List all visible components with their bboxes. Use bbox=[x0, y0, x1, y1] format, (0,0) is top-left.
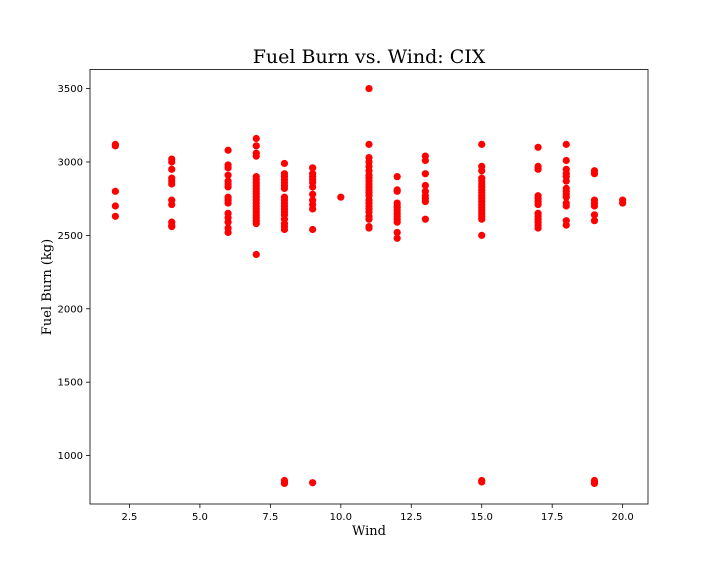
scatter-point bbox=[252, 152, 260, 160]
y-tick-label: 3500 bbox=[58, 84, 83, 95]
scatter-point bbox=[590, 202, 599, 210]
scatter-point bbox=[365, 215, 373, 223]
x-tick-label: 12.5 bbox=[400, 512, 422, 523]
x-tick-label: 7.5 bbox=[262, 512, 278, 523]
data-points bbox=[111, 84, 627, 488]
scatter-point bbox=[393, 187, 401, 195]
scatter-point bbox=[421, 170, 429, 178]
scatter-point bbox=[393, 228, 401, 237]
scatter-point bbox=[365, 224, 373, 232]
scatter-point bbox=[111, 142, 119, 150]
scatter-point bbox=[309, 205, 317, 213]
scatter-point bbox=[309, 225, 317, 234]
x-tick-label: 15.0 bbox=[471, 512, 493, 523]
scatter-point bbox=[224, 199, 232, 207]
y-tick-label: 2500 bbox=[58, 231, 83, 242]
x-tick-label: 20.0 bbox=[612, 512, 634, 523]
scatter-point bbox=[309, 183, 317, 191]
scatter-point bbox=[168, 222, 176, 231]
scatter-point bbox=[111, 187, 119, 195]
scatter-point bbox=[224, 228, 232, 237]
scatter-point bbox=[337, 193, 345, 201]
y-tick-label: 1000 bbox=[58, 451, 83, 462]
scatter-point bbox=[562, 156, 570, 165]
scatter-point bbox=[562, 193, 570, 201]
scatter-point bbox=[393, 173, 401, 181]
scatter-point bbox=[421, 181, 429, 190]
y-tick-label: 2000 bbox=[58, 304, 83, 315]
scatter-point bbox=[280, 225, 289, 234]
scatter-point bbox=[224, 164, 232, 172]
scatter-point bbox=[309, 164, 317, 172]
x-tick-label: 17.5 bbox=[541, 512, 563, 523]
chart-title: Fuel Burn vs. Wind: CIX bbox=[253, 46, 486, 68]
scatter-point bbox=[590, 170, 599, 178]
scatter-point bbox=[393, 234, 401, 242]
scatter-point bbox=[534, 224, 542, 232]
scatter-point bbox=[562, 140, 570, 148]
y-tick-label: 3000 bbox=[58, 157, 83, 168]
scatter-point bbox=[478, 215, 486, 223]
scatter-point bbox=[590, 211, 599, 219]
scatter-point bbox=[168, 165, 176, 173]
scatter-point bbox=[590, 217, 599, 225]
scatter-point bbox=[478, 167, 486, 175]
scatter-point bbox=[562, 221, 570, 229]
scatter-point bbox=[252, 220, 260, 228]
scatter-point bbox=[280, 159, 289, 168]
x-axis: 2.5 5.0 7.5 10.0 12.5 15.0 17.5 20.0 bbox=[122, 504, 634, 523]
x-axis-label: Wind bbox=[352, 524, 386, 539]
scatter-point bbox=[224, 146, 232, 154]
scatter-point bbox=[478, 140, 486, 148]
x-tick-label: 10.0 bbox=[330, 512, 352, 523]
scatter-point bbox=[534, 143, 542, 151]
scatter-point bbox=[393, 218, 401, 226]
scatter-point bbox=[534, 200, 542, 209]
scatter-point bbox=[478, 478, 486, 486]
scatter-point bbox=[224, 171, 232, 179]
scatter-point bbox=[534, 165, 542, 173]
scatter-point bbox=[619, 199, 627, 207]
scatter-point bbox=[168, 158, 176, 166]
scatter-point bbox=[111, 202, 119, 210]
scatter-point bbox=[168, 200, 176, 209]
scatter-point bbox=[562, 202, 570, 210]
scatter-point bbox=[280, 184, 289, 193]
scatter-point bbox=[280, 479, 289, 488]
scatter-point bbox=[562, 177, 570, 185]
scatter-point bbox=[590, 479, 599, 488]
x-tick-label: 2.5 bbox=[122, 512, 138, 523]
scatter-point bbox=[252, 250, 260, 259]
scatter-point bbox=[309, 479, 317, 487]
scatter-point bbox=[252, 142, 260, 150]
scatter-point bbox=[478, 231, 486, 239]
scatter-point bbox=[421, 156, 429, 165]
scatter-point bbox=[421, 215, 429, 223]
y-axis: 1000 1500 2000 2500 3000 3500 bbox=[58, 84, 90, 462]
scatter-point bbox=[111, 212, 119, 220]
scatter-point bbox=[365, 140, 373, 148]
scatter-point bbox=[224, 183, 232, 191]
y-axis-label: Fuel Burn (kg) bbox=[40, 239, 55, 335]
scatter-point bbox=[168, 180, 176, 188]
scatter-point bbox=[224, 218, 232, 226]
scatter-point bbox=[365, 84, 373, 93]
x-tick-label: 5.0 bbox=[192, 512, 208, 523]
scatter-point bbox=[421, 198, 429, 206]
scatter-point bbox=[309, 190, 317, 198]
plot-area-frame bbox=[89, 69, 649, 505]
scatter-point bbox=[252, 134, 260, 143]
y-tick-label: 1500 bbox=[58, 378, 83, 389]
